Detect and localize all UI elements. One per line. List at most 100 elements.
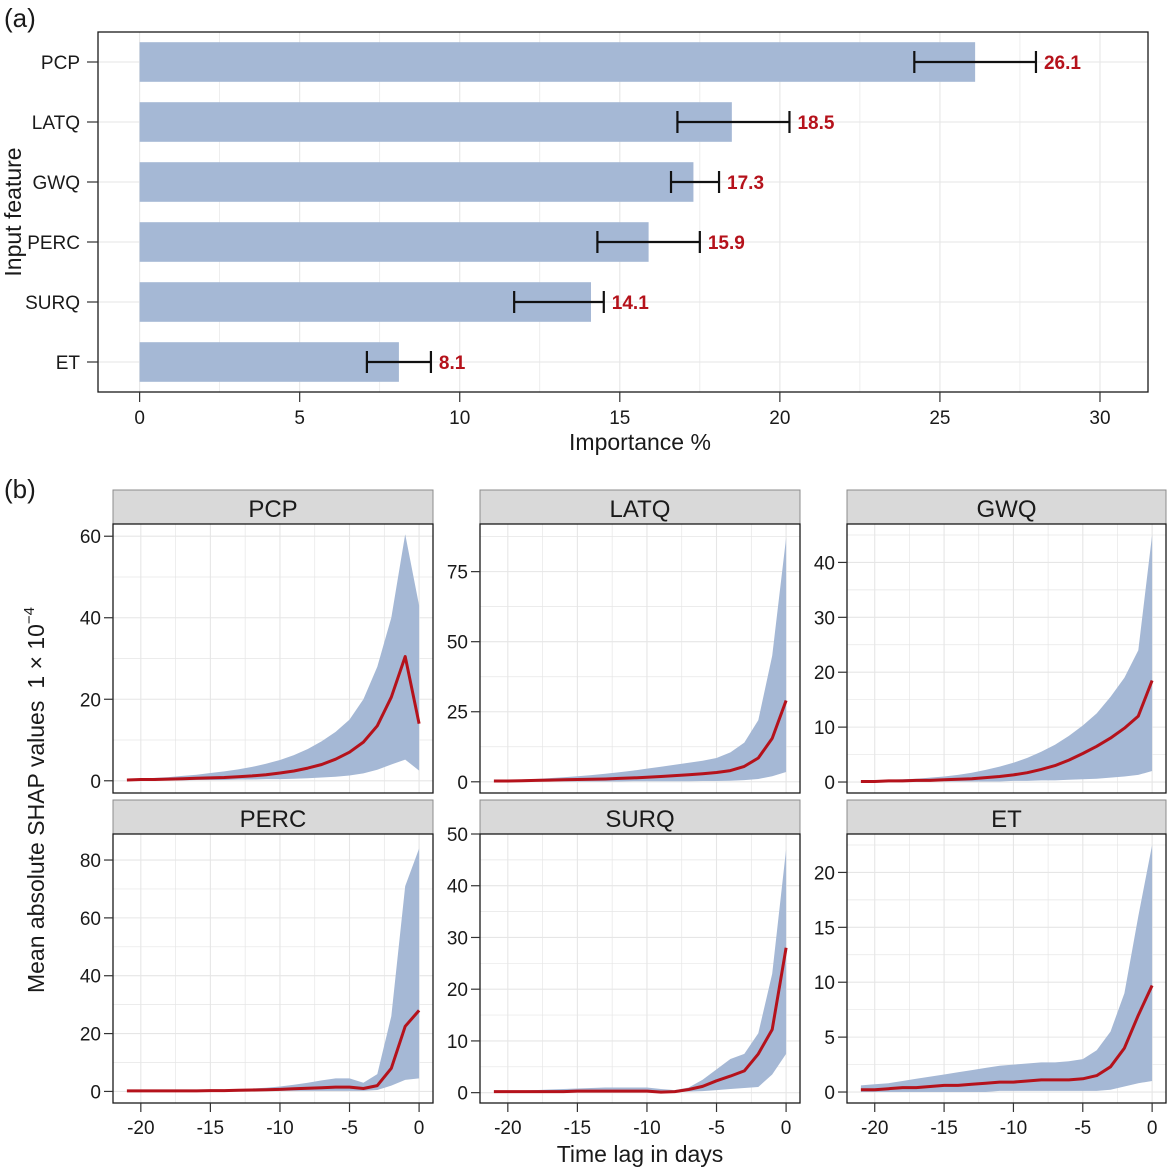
- facet-perc: PERC 0 20 40 60 80 -20 -15 -10 -5 0: [80, 799, 434, 1139]
- x-tick-label: 25: [929, 408, 950, 429]
- y-tick-label: 10: [814, 973, 835, 994]
- facet-title: PCP: [248, 496, 297, 523]
- y-tick-label: 0: [457, 773, 468, 794]
- y-axis-title-main: Mean absolute SHAP values: [23, 701, 49, 993]
- uncertainty-band: [493, 538, 787, 782]
- facet-frame: [112, 523, 434, 794]
- facet-strip: [479, 489, 801, 525]
- uncertainty-band: [126, 534, 420, 781]
- uncertainty-band: [493, 849, 787, 1093]
- panel-b-y-axis-title: Mean absolute SHAP values 1 × 10−4: [21, 607, 49, 993]
- facet-latq: LATQ 0 25 50 75: [447, 489, 801, 794]
- y-tick-label: 0: [457, 1084, 468, 1105]
- y-tick-label-gwq: GWQ: [33, 173, 81, 194]
- bar-pcp: [139, 42, 976, 82]
- y-tick-label: 5: [824, 1028, 835, 1049]
- y-tick-label: 20: [447, 980, 468, 1001]
- x-tick-label: -20: [861, 1118, 888, 1139]
- panel-b-facets: PCP0204060LATQ0255075GWQ010203040PERC020…: [80, 489, 1167, 1139]
- svg-text:Mean absolute SHAP values1 × 1: Mean absolute SHAP values 1 × 10−4: [21, 607, 49, 993]
- x-tick-label: 0: [781, 1118, 792, 1139]
- x-tick-label: -20: [127, 1118, 154, 1139]
- x-tick-label: 0: [414, 1118, 425, 1139]
- x-tick-label: -5: [1074, 1118, 1091, 1139]
- panel-a-grid: [98, 32, 1148, 392]
- facet-title: SURQ: [605, 806, 674, 833]
- y-tick-label-pcp: PCP: [41, 53, 80, 74]
- y-tick-label-et: ET: [56, 353, 81, 374]
- y-tick-label: 40: [80, 967, 101, 988]
- facet-strip: [846, 799, 1167, 835]
- mean-line: [126, 655, 421, 782]
- bar-gwq: [139, 162, 694, 202]
- x-tick-label: 30: [1089, 408, 1110, 429]
- value-label-et: 8.1: [439, 353, 466, 374]
- x-tick-label: -10: [266, 1118, 293, 1139]
- facet-frame: [112, 833, 434, 1104]
- x-tick-label: 15: [609, 408, 630, 429]
- y-axis-title-exponent: −4: [21, 607, 38, 624]
- facet-frame: [846, 833, 1167, 1104]
- y-tick-label: 50: [447, 825, 468, 846]
- facet-strip: [479, 799, 801, 835]
- y-tick-label: 10: [447, 1032, 468, 1053]
- mean-line: [126, 1009, 421, 1093]
- y-tick-label: 0: [90, 1082, 101, 1103]
- x-tick-label: 20: [769, 408, 790, 429]
- panel-a-y-axis: PCP LATQ GWQ PERC SURQ ET: [25, 53, 98, 374]
- x-tick-label: -10: [633, 1118, 660, 1139]
- x-tick-label: -10: [1000, 1118, 1027, 1139]
- y-axis-title-scale: 1 × 10: [23, 624, 49, 689]
- facet-et: ET 0 5 10 15 20 -20 -15 -10 -5 0: [814, 799, 1167, 1139]
- y-tick-label: 20: [814, 863, 835, 884]
- facet-strip: [112, 489, 434, 525]
- panel-a-bars: [139, 42, 976, 382]
- y-tick-label: 40: [447, 877, 468, 898]
- x-tick-label: -5: [341, 1118, 358, 1139]
- x-tick-label: -15: [930, 1118, 957, 1139]
- panel-tag-b: (b): [4, 474, 36, 504]
- y-tick-label: 40: [814, 553, 835, 574]
- facet-title: ET: [991, 806, 1022, 833]
- value-label-perc: 15.9: [708, 233, 745, 254]
- y-tick-label: 60: [80, 909, 101, 930]
- value-label-pcp: 26.1: [1044, 53, 1081, 74]
- mean-line: [860, 679, 1154, 783]
- y-tick-label: 0: [824, 773, 835, 794]
- y-tick-label: 60: [80, 527, 101, 548]
- facet-frame: [846, 523, 1167, 794]
- y-tick-label: 75: [447, 563, 468, 584]
- facet-title: PERC: [240, 806, 307, 833]
- facet-pcp: PCP 0 20 40 60: [80, 489, 434, 794]
- x-tick-label: -15: [197, 1118, 224, 1139]
- y-tick-label: 50: [447, 633, 468, 654]
- facet-strip: [846, 489, 1167, 525]
- y-tick-label: 20: [814, 663, 835, 684]
- x-tick-label: 10: [449, 408, 470, 429]
- x-tick-label: 5: [294, 408, 305, 429]
- panel-a-x-axis: 0 5 10 15 20 25 30: [134, 392, 1111, 429]
- x-tick-label: -20: [494, 1118, 521, 1139]
- y-tick-label: 10: [814, 718, 835, 739]
- y-tick-label: 80: [80, 851, 101, 872]
- y-tick-label-latq: LATQ: [32, 113, 80, 134]
- x-tick-label: -15: [564, 1118, 591, 1139]
- uncertainty-band: [126, 848, 420, 1092]
- y-tick-label: 20: [80, 1025, 101, 1046]
- facet-surq: SURQ 0 10 20 30 40 50 -20 -15 -10 -5 0: [447, 799, 801, 1139]
- uncertainty-band: [860, 845, 1153, 1092]
- y-tick-label: 0: [824, 1083, 835, 1104]
- bar-perc: [139, 222, 649, 262]
- uncertainty-band: [860, 535, 1153, 782]
- panel-a-error-bars: [365, 51, 1038, 373]
- y-tick-label: 40: [80, 609, 101, 630]
- y-tick-label-perc: PERC: [27, 233, 80, 254]
- panel-a-value-labels: 26.1 18.5 17.3 15.9 14.1 8.1: [439, 53, 1081, 374]
- facet-title: LATQ: [610, 496, 671, 523]
- panel-a-x-axis-title: Importance %: [569, 429, 711, 455]
- y-tick-label: 0: [90, 772, 101, 793]
- value-label-surq: 14.1: [612, 293, 649, 314]
- y-tick-label: 20: [80, 690, 101, 711]
- y-tick-label: 30: [447, 928, 468, 949]
